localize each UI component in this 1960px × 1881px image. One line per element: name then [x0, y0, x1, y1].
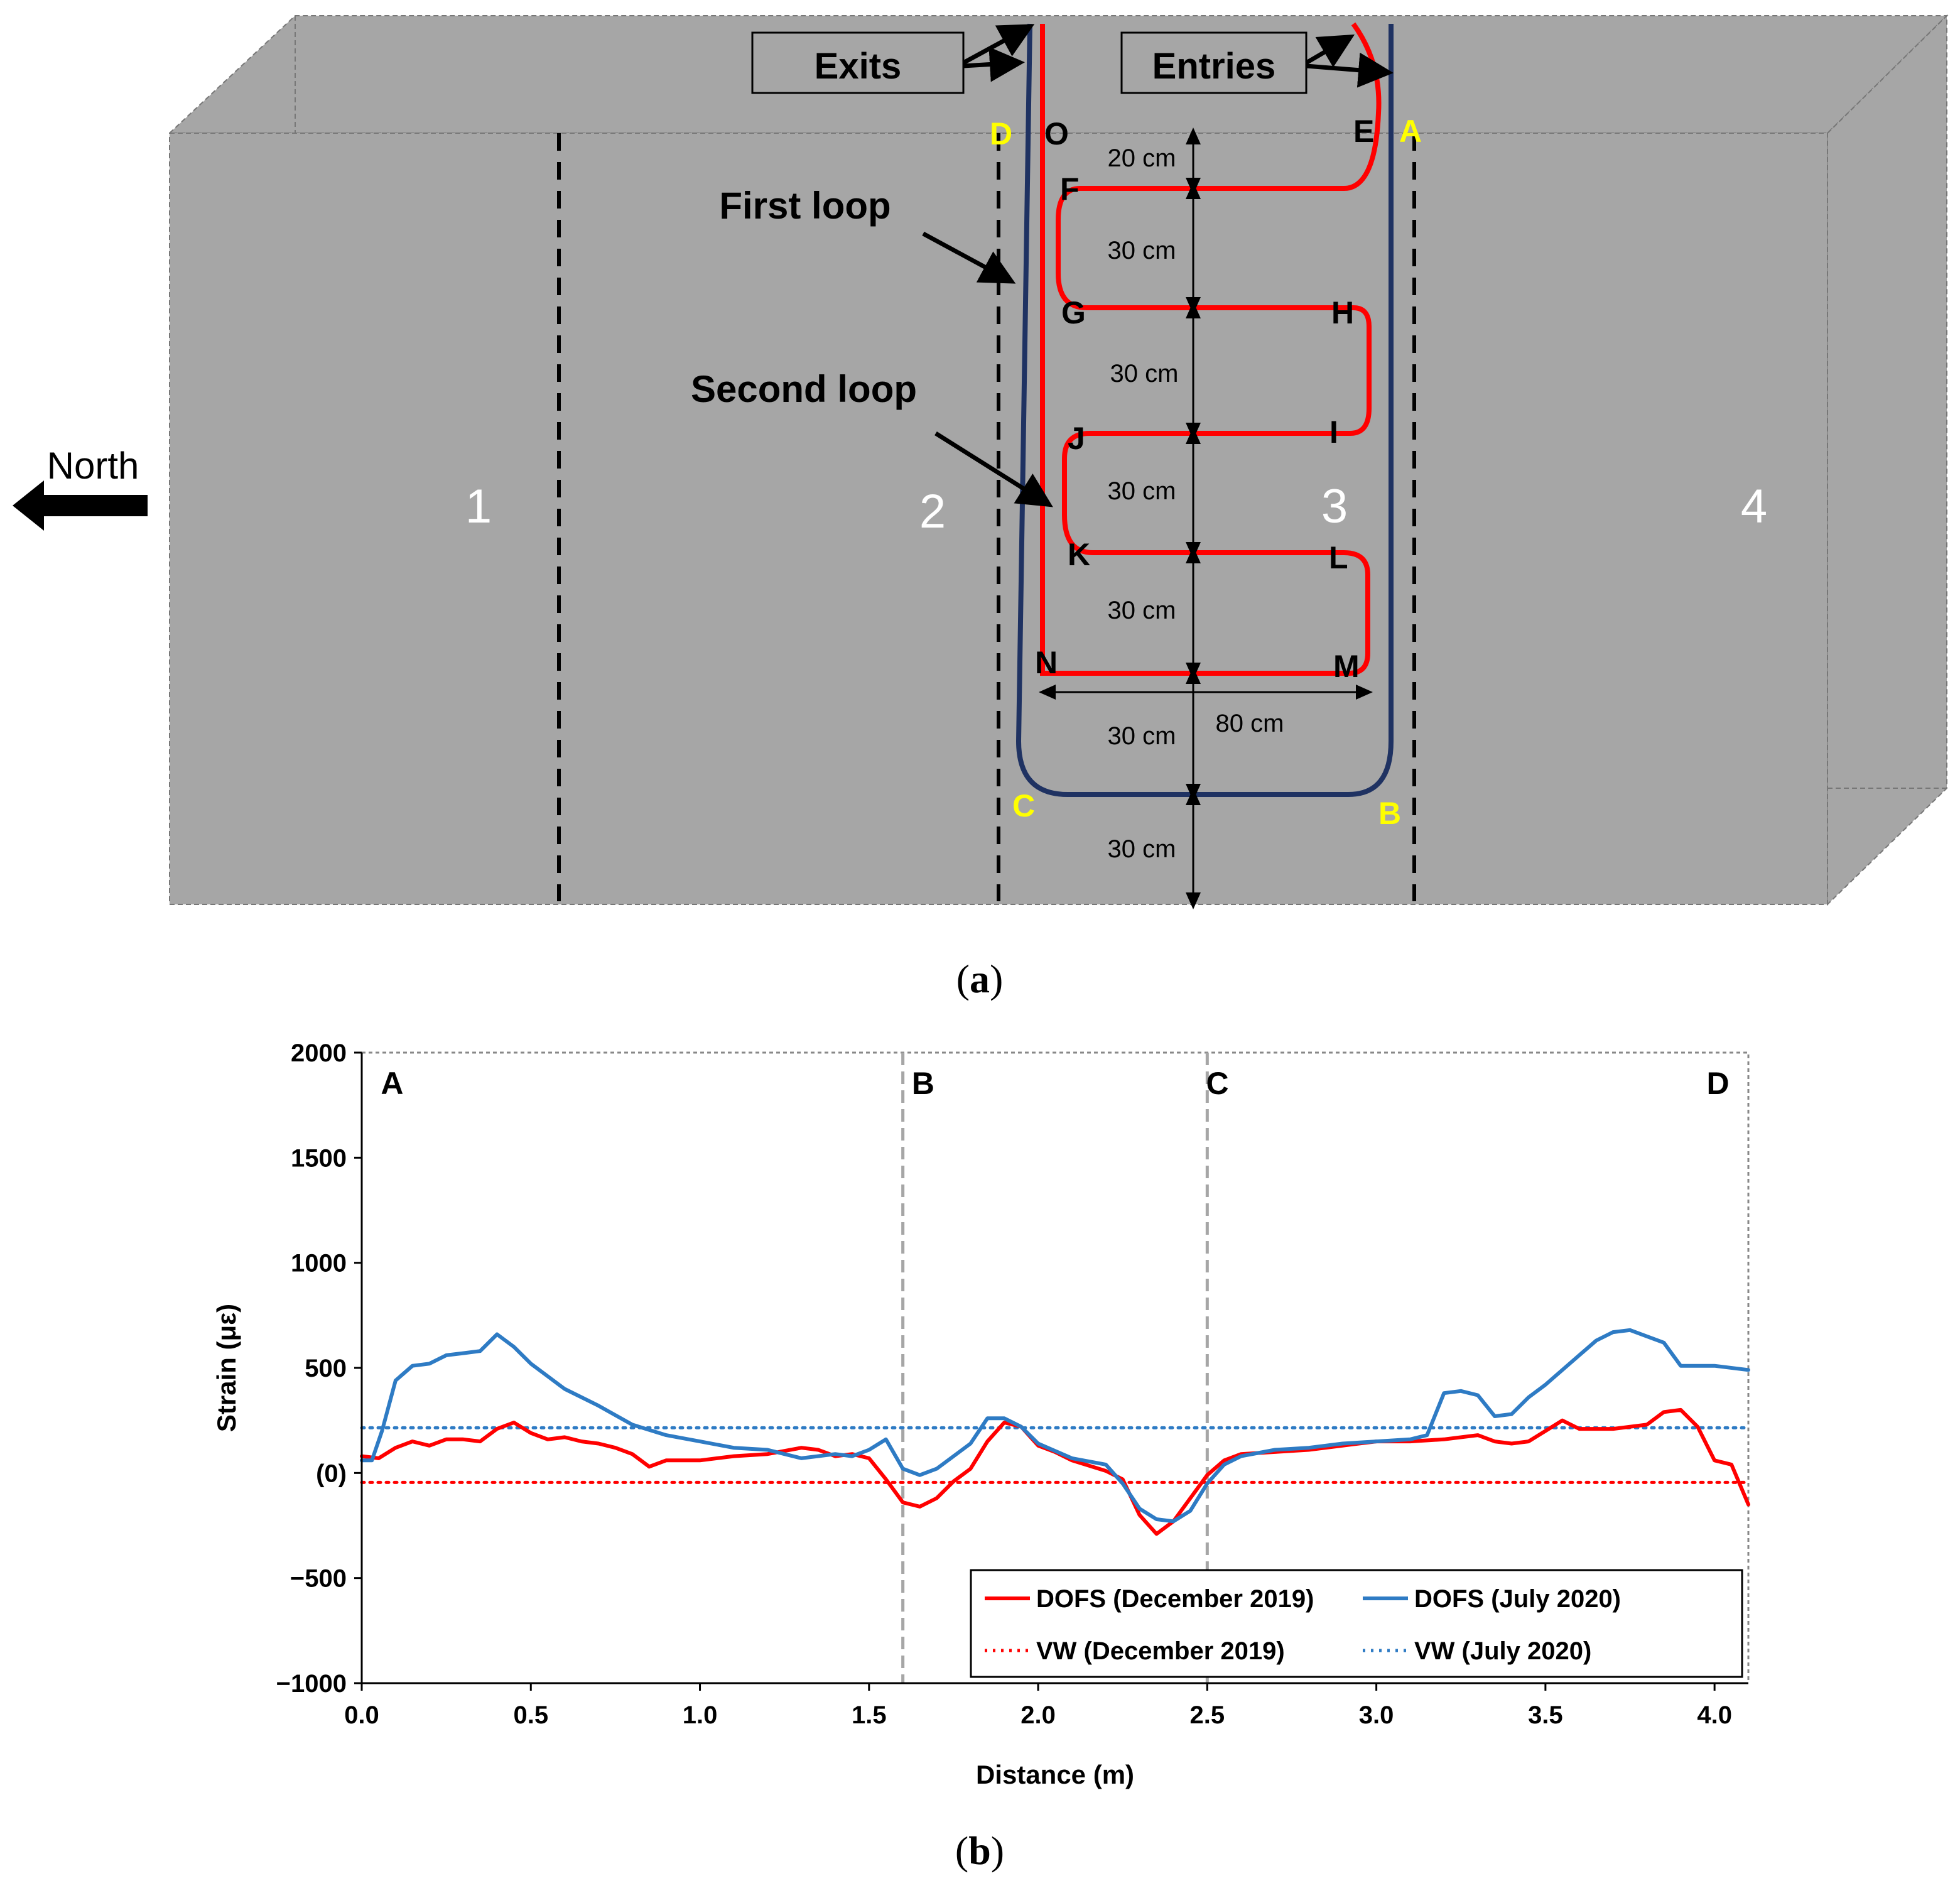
- x-axis-label: Distance (m): [976, 1760, 1134, 1789]
- point-d-label: D: [990, 116, 1012, 151]
- panel-b-caption: (b): [955, 1828, 1004, 1873]
- dimension-markers: [1039, 127, 1373, 909]
- dim-label: 30 cm: [1108, 597, 1176, 624]
- zone-1-label: 1: [465, 480, 492, 533]
- dim-label-width: 80 cm: [1216, 710, 1284, 737]
- dim-label: 30 cm: [1110, 360, 1179, 388]
- y-tick-label: 1500: [291, 1144, 347, 1172]
- second-loop-pointer: [934, 431, 1053, 507]
- legend-label: DOFS (December 2019): [1036, 1585, 1314, 1613]
- legend-label: VW (July 2020): [1414, 1637, 1591, 1665]
- legend: DOFS (December 2019) DOFS (July 2020) VW (…: [970, 1569, 1743, 1678]
- second-loop-fiber: [1040, 22, 1382, 676]
- exits-label: Exits: [815, 46, 902, 87]
- entries-arrow-to-navy: [1306, 52, 1394, 88]
- black-point-labels: E F G H I J K L M N O: [1035, 114, 1374, 684]
- point-i-label: I: [1329, 415, 1338, 450]
- x-tick-label: 2.0: [1021, 1701, 1056, 1729]
- first-loop-label: First loop: [719, 185, 891, 227]
- exits-arrow-to-red: [962, 24, 1035, 65]
- point-a-label: A: [1399, 114, 1422, 149]
- dim-label: 30 cm: [1108, 477, 1176, 505]
- north-arrow-icon: [13, 480, 148, 531]
- panel-a: 1 2 3 4 North Exits Entries First loop S…: [13, 14, 1949, 1001]
- zone-2-label: 2: [919, 485, 946, 538]
- y-tick-label: 500: [305, 1355, 347, 1382]
- point-l-label: L: [1329, 540, 1348, 575]
- zone-4-label: 4: [1741, 480, 1767, 533]
- dim-label: 20 cm: [1108, 144, 1176, 172]
- panel-a-caption: (a): [956, 957, 1004, 1001]
- slab-side-face: [1827, 14, 1947, 906]
- first-loop-fiber: [1015, 23, 1394, 797]
- point-b-label: B: [1378, 796, 1401, 831]
- section-label-b: B: [912, 1066, 934, 1101]
- legend-label: DOFS (July 2020): [1414, 1585, 1621, 1613]
- dim-label: 30 cm: [1108, 237, 1176, 264]
- legend-items: DOFS (December 2019) DOFS (July 2020) VW (…: [985, 1585, 1621, 1665]
- y-tick-label: −500: [290, 1565, 347, 1593]
- x-tick-label: 3.0: [1359, 1701, 1394, 1729]
- y-tick-label: (0): [316, 1460, 347, 1487]
- x-tick-label: 4.0: [1697, 1701, 1732, 1729]
- dimension-labels: 20 cm 30 cm 30 cm 30 cm 30 cm 30 cm 30 c…: [1108, 144, 1284, 863]
- x-tick-label: 3.5: [1528, 1701, 1563, 1729]
- entries-label: Entries: [1152, 46, 1276, 87]
- y-ticks: 2000 1500 1000 500 (0) −500 −1000: [276, 1039, 362, 1698]
- point-g-label: G: [1061, 295, 1086, 330]
- yellow-point-labels: A B C D: [990, 114, 1422, 831]
- entries-box: [1120, 31, 1308, 94]
- section-lines: [901, 1053, 1209, 1683]
- point-f-label: F: [1060, 171, 1080, 207]
- section-label-d: D: [1706, 1066, 1729, 1101]
- x-tick-label: 0.5: [513, 1701, 548, 1729]
- dim-label: 30 cm: [1108, 722, 1176, 750]
- y-tick-label: −1000: [276, 1670, 347, 1698]
- section-labels: A B C D: [381, 1066, 1729, 1101]
- y-tick-label: 1000: [291, 1250, 347, 1277]
- x-tick-label: 1.5: [852, 1701, 887, 1729]
- x-ticks: 0.0 0.5 1.0 1.5 2.0 2.5 3.0 3.5 4.0: [344, 1683, 1732, 1729]
- point-h-label: H: [1331, 295, 1354, 330]
- point-n-label: N: [1035, 645, 1058, 680]
- point-o-label: O: [1044, 116, 1069, 151]
- section-label-c: C: [1206, 1066, 1228, 1101]
- x-tick-label: 1.0: [683, 1701, 718, 1729]
- exits-box: [751, 31, 965, 94]
- x-tick-label: 2.5: [1190, 1701, 1225, 1729]
- series-line-1: [360, 1328, 1750, 1524]
- point-m-label: M: [1333, 649, 1360, 684]
- y-tick-label: 2000: [291, 1039, 347, 1067]
- slab-top-face: [168, 15, 1949, 134]
- second-loop-label: Second loop: [691, 368, 917, 410]
- y-axis-label: Strain (με): [212, 1304, 241, 1432]
- section-label-a: A: [381, 1066, 403, 1101]
- point-j-label: J: [1068, 421, 1085, 456]
- point-c-label: C: [1012, 788, 1035, 823]
- point-e-label: E: [1353, 114, 1374, 149]
- north-label: North: [47, 445, 139, 487]
- series-line-0: [360, 1407, 1750, 1536]
- legend-label: VW (December 2019): [1036, 1637, 1285, 1665]
- zone-3-label: 3: [1321, 480, 1348, 533]
- exits-arrow-to-navy: [963, 46, 1025, 82]
- dim-label: 30 cm: [1108, 835, 1176, 863]
- panel-b-chart: A B C D 2000 1500 1000 500 (0) −500 −1000 0.0 0.5 1…: [212, 1039, 1750, 1873]
- series-layer: [360, 1328, 1750, 1536]
- legend-box: [970, 1569, 1743, 1678]
- entries-arrow-to-red: [1305, 34, 1355, 68]
- x-tick-label: 0.0: [344, 1701, 379, 1729]
- first-loop-pointer: [922, 231, 1016, 284]
- point-k-label: K: [1068, 537, 1090, 572]
